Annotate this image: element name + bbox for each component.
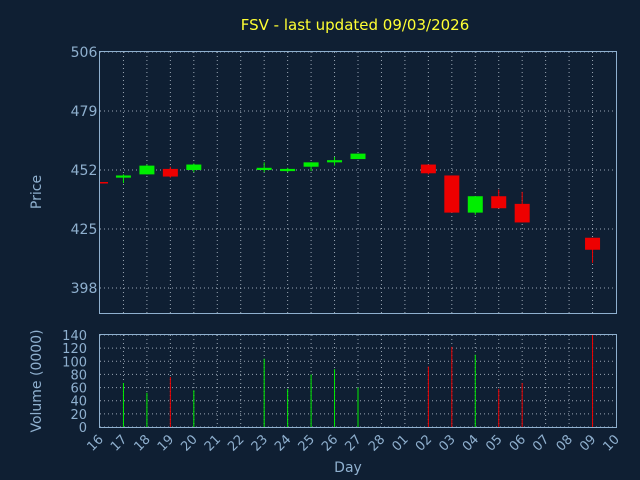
candle-body (327, 160, 343, 163)
candle-body (420, 164, 436, 174)
candle-body (585, 237, 601, 250)
candle-body (444, 175, 460, 213)
price-y-ticks: 506 479 452 425 398 (71, 45, 98, 297)
price-candles (100, 153, 601, 263)
price-tick-label: 452 (71, 163, 98, 179)
x-tick-label: 25 (296, 432, 318, 454)
x-tick-label: 17 (108, 432, 130, 454)
price-grid (100, 51, 616, 313)
chart-title: FSV - last updated 09/03/2026 (241, 16, 470, 34)
x-tick-label: 02 (413, 432, 435, 454)
volume-tick-label: 80 (70, 368, 87, 383)
x-tick-label: 21 (202, 432, 224, 454)
x-tick-label: 26 (319, 432, 341, 454)
candle-body (280, 168, 296, 172)
x-tick-label: 05 (483, 432, 505, 454)
x-tick-label: 24 (272, 432, 294, 454)
x-tick-label: 28 (366, 432, 388, 454)
x-tick-label: 22 (225, 432, 247, 454)
candle-body (115, 175, 131, 178)
volume-tick-label: 100 (62, 355, 87, 370)
volume-axis-label: Volume (0000) (29, 329, 45, 432)
x-tick-label: 27 (343, 432, 365, 454)
x-tick-label: 23 (249, 432, 271, 454)
x-axis-label: Day (334, 460, 362, 476)
volume-tick-label: 0 (79, 421, 87, 436)
x-tick-label: 06 (507, 432, 529, 454)
x-tick-label: 18 (131, 432, 153, 454)
volume-tick-label: 60 (70, 382, 87, 397)
volume-tick-label: 20 (70, 408, 87, 423)
x-tick-label: 03 (436, 432, 458, 454)
volume-tick-label: 40 (70, 395, 87, 410)
candle-body (350, 153, 366, 160)
volume-panel-frame (99, 334, 617, 428)
candle-body (186, 164, 202, 170)
x-tick-label: 20 (178, 432, 200, 454)
candle-body (256, 167, 272, 170)
x-ticks: 16 17 18 19 20 21 22 23 24 25 26 27 28 01 02 03 04 05 06 07… (85, 432, 623, 454)
x-tick-label: 19 (155, 432, 177, 454)
candle-body (100, 182, 108, 184)
volume-tick-label: 120 (62, 342, 87, 357)
price-tick-label: 398 (71, 281, 98, 297)
candle-body (162, 168, 178, 177)
price-axis-label: Price (29, 175, 45, 209)
price-tick-label: 506 (71, 45, 98, 61)
x-tick-label: 10 (601, 432, 623, 454)
candle-body (303, 162, 319, 167)
candle-body (491, 196, 507, 209)
volume-tick-label: 140 (62, 329, 87, 344)
x-tick-label: 01 (389, 432, 411, 454)
candle-body (514, 203, 530, 223)
x-tick-label: 09 (577, 432, 599, 454)
price-tick-label: 479 (71, 104, 98, 120)
x-tick-label: 04 (460, 432, 482, 454)
x-tick-label: 07 (530, 432, 552, 454)
x-tick-label: 08 (554, 432, 576, 454)
volume-bars (122, 335, 594, 427)
price-tick-label: 425 (71, 222, 98, 238)
candle-body (467, 196, 483, 213)
candle-body (139, 165, 155, 175)
x-tick-label: 16 (85, 432, 107, 454)
price-panel-frame (99, 51, 617, 314)
